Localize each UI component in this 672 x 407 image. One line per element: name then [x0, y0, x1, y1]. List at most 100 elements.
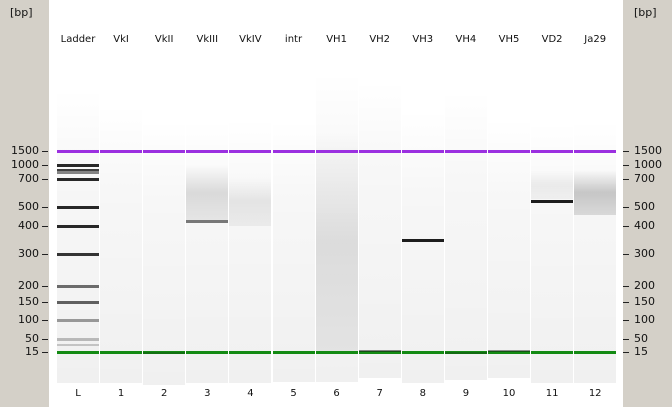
axis-tick-label-left: 1500 — [11, 144, 39, 157]
lane-number-3: 3 — [204, 388, 211, 399]
axis-tick-label-right: 100 — [634, 313, 655, 326]
axis-tick-mark — [42, 352, 48, 353]
smear-0 — [186, 165, 229, 221]
lane-number-6: 6 — [333, 388, 340, 399]
lane-number-8: 8 — [419, 388, 426, 399]
upper-marker-band — [574, 149, 617, 153]
axis-tick-label-right: 200 — [634, 279, 655, 292]
lower-marker-band — [531, 350, 574, 354]
dna-band — [488, 349, 530, 353]
lane-8[interactable] — [401, 110, 444, 383]
axis-tick-label-right: 15 — [634, 345, 648, 358]
upper-marker-band — [272, 149, 315, 153]
lower-marker-band — [186, 350, 229, 354]
dna-band — [444, 351, 487, 355]
dna-band — [531, 200, 574, 203]
lane-6[interactable] — [315, 72, 358, 382]
upper-marker-band — [57, 149, 99, 153]
upper-marker-band — [444, 149, 487, 153]
lane-label-8: VH3 — [412, 34, 434, 45]
lane-4[interactable] — [229, 118, 272, 383]
lane-label-2: VkII — [154, 34, 174, 45]
axis-tick-label-right: 50 — [634, 332, 648, 345]
lower-marker-band — [143, 350, 186, 354]
axis-tick-label-right: 400 — [634, 219, 655, 232]
lane-number-5: 5 — [290, 388, 297, 399]
lane-7[interactable] — [358, 80, 401, 378]
axis-tick-mark — [42, 286, 48, 287]
lane-1[interactable] — [100, 105, 143, 383]
dna-band — [57, 168, 99, 172]
lower-marker-band — [272, 350, 315, 354]
lane-5[interactable] — [272, 120, 315, 382]
axis-tick-mark — [42, 151, 48, 152]
dna-band — [57, 206, 99, 209]
left-unit-label: [bp] — [10, 6, 33, 19]
axis-tick-mark — [42, 339, 48, 340]
lane-label-1: VkI — [113, 34, 129, 45]
lane-11[interactable] — [531, 122, 574, 383]
upper-marker-band — [358, 149, 401, 153]
lane-label-0: Ladder — [60, 34, 96, 45]
lane-label-6: VH1 — [326, 34, 347, 45]
dna-band — [57, 171, 99, 174]
axis-tick-mark — [623, 352, 629, 353]
axis-tick-mark — [623, 165, 629, 166]
lane-number-2: 2 — [161, 388, 168, 399]
dna-band — [57, 301, 99, 304]
dna-band — [57, 319, 99, 322]
axis-tick-label-right: 1000 — [634, 158, 662, 171]
upper-marker-band — [143, 149, 186, 153]
axis-tick-label-left: 700 — [18, 172, 39, 185]
lane-label-3: VkIII — [196, 34, 219, 45]
axis-tick-mark — [42, 207, 48, 208]
smear-1 — [229, 176, 272, 226]
axis-tick-mark — [623, 339, 629, 340]
dna-band — [57, 338, 99, 341]
right-unit-label: [bp] — [634, 6, 657, 19]
lane-label-5: intr — [284, 34, 303, 45]
axis-tick-label-right: 300 — [634, 247, 655, 260]
lane-2[interactable] — [143, 120, 186, 385]
dna-band — [57, 343, 99, 347]
lane-3[interactable] — [186, 120, 229, 383]
dna-band — [57, 285, 99, 288]
axis-tick-mark — [42, 226, 48, 227]
lane-10[interactable] — [488, 118, 530, 378]
lane-number-9: 9 — [462, 388, 470, 399]
axis-tick-label-left: 100 — [18, 313, 39, 326]
axis-tick-mark — [623, 320, 629, 321]
axis-tick-label-left: 400 — [18, 219, 39, 232]
upper-marker-band — [100, 149, 143, 153]
lane-9[interactable] — [444, 90, 487, 380]
dna-band — [57, 225, 99, 228]
axis-tick-mark — [623, 302, 629, 303]
lower-marker-band — [229, 350, 272, 354]
smear-3 — [574, 169, 617, 215]
lane-label-4: VkIV — [239, 34, 262, 45]
lane-12[interactable] — [574, 120, 617, 383]
upper-marker-band — [229, 149, 272, 153]
axis-tick-label-left: 1000 — [11, 158, 39, 171]
axis-tick-mark — [623, 207, 629, 208]
lane-label-7: VH2 — [369, 34, 391, 45]
axis-tick-mark — [42, 302, 48, 303]
dna-band — [57, 253, 99, 256]
axis-tick-label-left: 500 — [18, 200, 39, 213]
axis-tick-label-left: 15 — [25, 345, 39, 358]
upper-marker-band — [531, 149, 574, 153]
axis-tick-label-left: 300 — [18, 247, 39, 260]
axis-tick-label-left: 150 — [18, 295, 39, 308]
lane-label-12: Ja29 — [584, 34, 607, 45]
dna-band — [143, 351, 186, 355]
lane-number-4: 4 — [247, 388, 254, 399]
lower-marker-band — [57, 350, 99, 354]
upper-marker-band — [186, 149, 229, 153]
axis-tick-mark — [42, 165, 48, 166]
upper-marker-band — [315, 149, 358, 153]
lane-number-12: 12 — [588, 388, 602, 399]
lane-0[interactable] — [57, 88, 99, 383]
upper-marker-band — [488, 149, 530, 153]
lane-label-9: VH4 — [455, 34, 477, 45]
axis-tick-label-right: 1500 — [634, 144, 662, 157]
